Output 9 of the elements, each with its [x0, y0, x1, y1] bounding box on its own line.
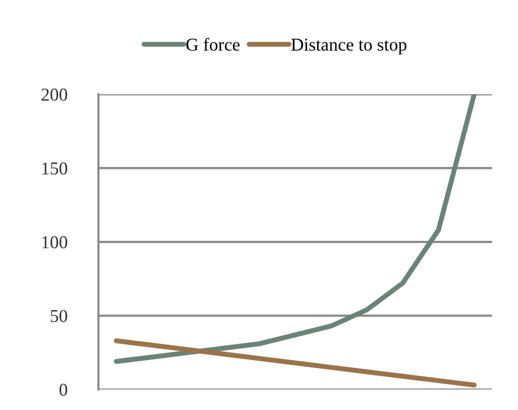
y-tick-label: 50 — [50, 310, 68, 322]
line-series — [114, 338, 477, 388]
line-series — [114, 94, 477, 364]
y-tick-label: 100 — [42, 236, 68, 248]
y-tick-label: 0 — [60, 384, 68, 396]
legend-label: G force — [186, 38, 240, 51]
y-tick-label: 150 — [42, 162, 68, 175]
y-tick-label: 200 — [42, 88, 68, 101]
legend-label: Distance to stop — [291, 38, 406, 54]
